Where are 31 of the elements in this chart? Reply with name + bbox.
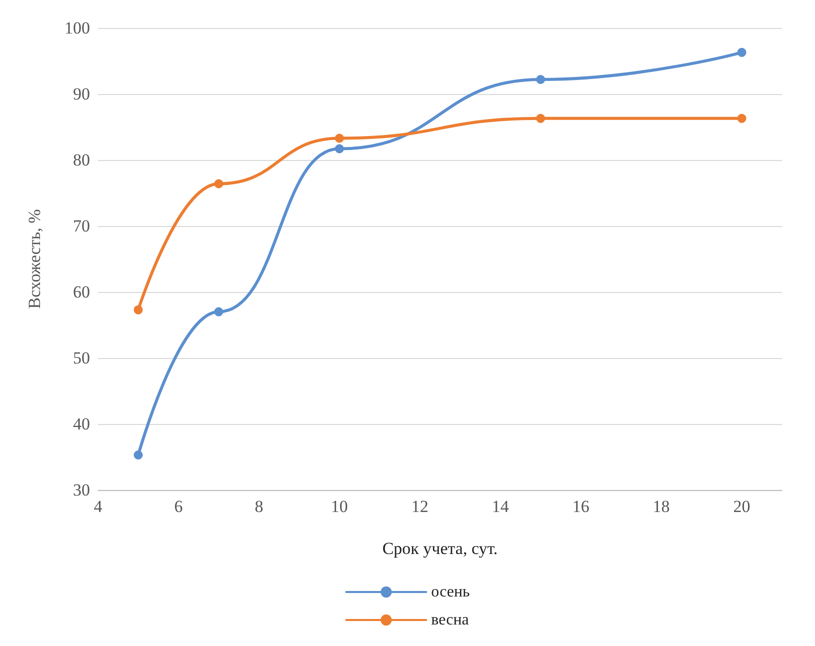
x-axis-title: Срок учета, сут. bbox=[382, 539, 498, 558]
point bbox=[134, 305, 143, 314]
x-tick-label: 14 bbox=[492, 497, 510, 516]
x-tick-label: 18 bbox=[652, 497, 670, 516]
point bbox=[737, 114, 746, 123]
point bbox=[737, 48, 746, 57]
x-tick-label: 16 bbox=[572, 497, 590, 516]
point bbox=[214, 307, 224, 316]
x-tick-label: 20 bbox=[733, 497, 750, 516]
point bbox=[334, 134, 344, 143]
point bbox=[536, 114, 546, 123]
y-tick-label: 60 bbox=[73, 282, 90, 302]
y-tick-label: 50 bbox=[73, 348, 90, 368]
y-tick-label: 90 bbox=[73, 84, 90, 104]
point bbox=[134, 450, 143, 460]
point bbox=[334, 144, 344, 154]
y-tick-label: 80 bbox=[73, 150, 90, 170]
y-tick-label: 40 bbox=[73, 414, 90, 434]
point bbox=[214, 179, 224, 188]
point bbox=[536, 74, 546, 84]
legend-label: осень bbox=[431, 584, 470, 600]
x-tick-label: 8 bbox=[254, 497, 264, 516]
legend-label: весна bbox=[431, 612, 469, 628]
y-axis-title: Всхожесть, % bbox=[25, 209, 44, 309]
x-tick-label: 12 bbox=[411, 497, 428, 516]
x-tick-label: 6 bbox=[174, 497, 183, 516]
y-tick-label: 70 bbox=[73, 216, 90, 236]
x-tick-label: 10 bbox=[330, 497, 348, 516]
x-tick-label: 4 bbox=[94, 497, 103, 516]
y-tick-label: 30 bbox=[73, 480, 90, 500]
y-tick-label: 100 bbox=[64, 18, 90, 38]
